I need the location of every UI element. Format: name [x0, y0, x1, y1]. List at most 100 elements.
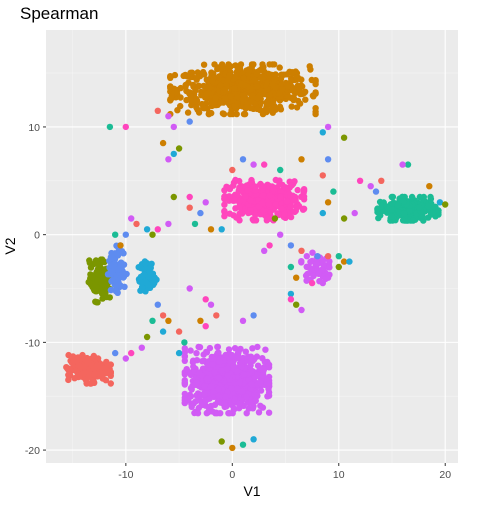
data-point — [283, 198, 291, 205]
data-point — [287, 263, 295, 271]
data-point — [288, 103, 295, 110]
data-point — [187, 347, 194, 354]
data-point — [209, 361, 216, 368]
data-point — [227, 93, 234, 100]
y-tick-label: 10 — [28, 122, 40, 134]
data-point — [324, 199, 332, 206]
data-point — [239, 317, 247, 324]
data-point — [265, 182, 272, 189]
data-point — [346, 258, 353, 265]
data-point — [240, 371, 248, 378]
data-point — [91, 371, 98, 378]
data-point — [326, 258, 333, 265]
data-point — [226, 193, 233, 200]
data-point — [220, 110, 228, 118]
data-point — [259, 184, 266, 192]
data-point — [415, 204, 423, 211]
data-point — [209, 408, 216, 415]
data-point — [159, 139, 167, 147]
data-point — [241, 82, 248, 89]
data-point — [293, 104, 301, 111]
data-point — [231, 197, 238, 204]
data-point — [228, 385, 235, 392]
data-point — [143, 333, 151, 341]
data-point — [388, 193, 395, 201]
data-point — [240, 74, 247, 82]
data-point — [108, 269, 116, 276]
data-point — [324, 274, 332, 281]
data-point — [209, 356, 217, 363]
x-tick-label: 0 — [229, 469, 235, 481]
data-point — [186, 204, 193, 211]
data-point — [435, 207, 442, 215]
data-point — [307, 258, 314, 266]
data-point — [217, 82, 224, 89]
data-point — [65, 371, 72, 379]
data-point — [265, 361, 273, 368]
data-point — [297, 90, 304, 98]
data-point — [216, 358, 223, 365]
data-point — [427, 195, 435, 203]
data-point — [211, 369, 218, 376]
data-point — [200, 104, 207, 112]
data-point — [91, 287, 98, 294]
data-point — [298, 247, 305, 254]
data-point — [203, 410, 210, 417]
data-point — [117, 242, 124, 249]
data-point — [399, 161, 406, 168]
data-point — [271, 61, 278, 68]
data-point — [204, 375, 211, 382]
data-point — [294, 186, 301, 194]
data-point — [199, 358, 206, 365]
data-point — [259, 192, 267, 199]
data-point — [266, 192, 273, 199]
y-axis-title: V2 — [2, 237, 18, 254]
data-point — [303, 253, 310, 260]
data-point — [300, 186, 308, 193]
data-point — [244, 102, 251, 109]
data-point — [272, 201, 279, 208]
data-point — [281, 210, 288, 218]
data-point — [71, 375, 78, 382]
data-point — [234, 368, 241, 375]
data-point — [186, 193, 193, 201]
data-point — [154, 226, 161, 233]
data-point — [231, 74, 239, 82]
data-point — [249, 345, 256, 352]
data-point — [175, 349, 183, 357]
data-point — [299, 206, 307, 213]
data-point — [293, 274, 300, 281]
data-point — [211, 61, 218, 68]
data-point — [223, 365, 231, 373]
data-point — [236, 64, 244, 72]
data-point — [99, 256, 106, 263]
data-point — [186, 118, 193, 125]
data-point — [96, 371, 103, 378]
data-point — [197, 317, 204, 324]
data-point — [356, 177, 364, 184]
x-tick-label: 20 — [439, 469, 451, 481]
data-point — [76, 372, 83, 379]
data-point — [298, 306, 305, 314]
data-point — [284, 83, 291, 90]
data-point — [293, 204, 300, 211]
data-point — [230, 182, 237, 189]
data-point — [106, 294, 114, 301]
data-point — [93, 299, 101, 306]
data-point — [251, 76, 258, 84]
data-point — [222, 351, 229, 359]
data-point — [254, 343, 261, 351]
data-point — [306, 63, 313, 70]
data-point — [287, 296, 295, 303]
data-point — [266, 242, 273, 249]
data-point — [167, 83, 174, 90]
data-point — [271, 215, 279, 222]
data-point — [224, 77, 231, 84]
data-point — [248, 380, 255, 388]
data-point — [215, 385, 222, 393]
data-point — [254, 95, 261, 102]
data-point — [265, 409, 273, 416]
data-point — [266, 92, 273, 99]
data-point — [195, 73, 202, 80]
data-point — [400, 198, 408, 205]
